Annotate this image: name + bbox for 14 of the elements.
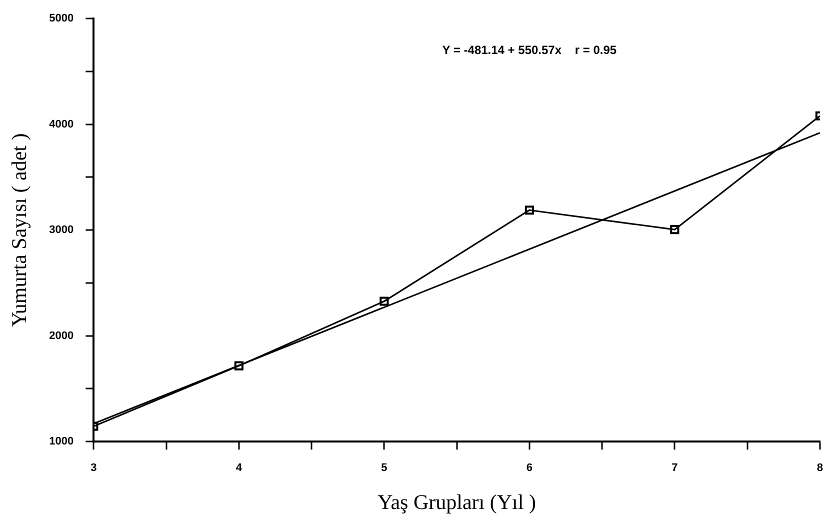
x-tick-label: 3 <box>90 462 97 474</box>
x-axis-title: Yaş Grupları (Yıl ) <box>378 490 536 514</box>
y-tick-label: 5000 <box>49 12 74 25</box>
x-tick-label: 8 <box>816 462 824 474</box>
x-tick-label: 4 <box>236 462 243 474</box>
y-axis-title: Yumurta Sayısı ( adet ) <box>7 133 32 327</box>
annotation: Y = -481.14 + 550.57x r = 0.95 <box>442 42 617 57</box>
x-tick-label: 6 <box>526 462 532 474</box>
y-tick-label: 2000 <box>49 330 74 342</box>
x-tick-label: 5 <box>381 462 388 474</box>
y-tick-label: 3000 <box>49 224 74 236</box>
y-tick-label: 1000 <box>49 436 74 448</box>
x-tick-label: 7 <box>672 462 678 474</box>
y-tick-label: 4000 <box>49 118 74 130</box>
